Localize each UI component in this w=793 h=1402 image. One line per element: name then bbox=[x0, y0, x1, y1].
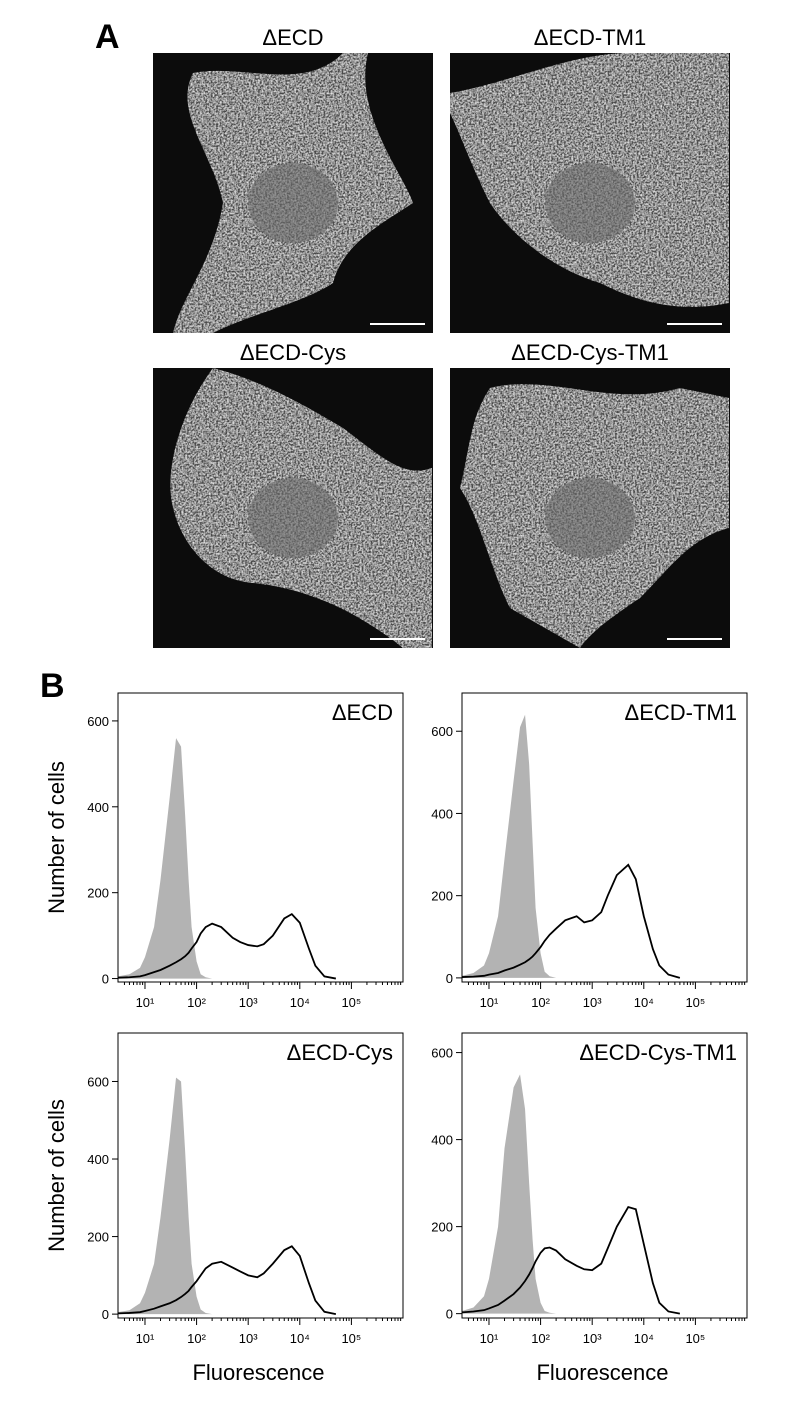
x-tick-label: 10¹ bbox=[136, 995, 155, 1010]
image-title: ΔECD bbox=[262, 25, 323, 50]
x-tick-label: 10² bbox=[187, 995, 206, 1010]
nucleus bbox=[545, 478, 635, 558]
x-tick-label: 10⁵ bbox=[685, 995, 705, 1010]
x-tick-label: 10³ bbox=[583, 1331, 602, 1346]
chart-title: ΔECD-TM1 bbox=[625, 700, 737, 725]
y-tick-label: 0 bbox=[446, 971, 453, 986]
micrograph bbox=[153, 53, 433, 333]
x-tick-label: 10¹ bbox=[480, 995, 499, 1010]
x-tick-label: 10¹ bbox=[136, 1331, 155, 1346]
y-tick-label: 0 bbox=[102, 972, 109, 987]
histogram-line bbox=[461, 863, 681, 979]
plot-frame bbox=[461, 1032, 748, 1319]
x-tick-label: 10⁴ bbox=[290, 995, 310, 1010]
plot-frame bbox=[117, 692, 404, 983]
y-tick-label: 600 bbox=[87, 1074, 109, 1089]
x-tick-label: 10² bbox=[531, 995, 550, 1010]
y-axis-label: Number of cells bbox=[44, 1099, 69, 1252]
x-tick-label: 10² bbox=[531, 1331, 550, 1346]
y-tick-label: 600 bbox=[431, 1046, 453, 1061]
y-tick-label: 200 bbox=[87, 1230, 109, 1245]
y-tick-label: 400 bbox=[431, 806, 453, 821]
image-title: ΔECD-TM1 bbox=[534, 25, 646, 50]
x-tick-label: 10⁴ bbox=[634, 995, 654, 1010]
x-tick-label: 10⁴ bbox=[290, 1331, 310, 1346]
y-tick-label: 600 bbox=[87, 714, 109, 729]
panel-label: A bbox=[95, 18, 120, 56]
histogram-area bbox=[462, 714, 680, 978]
histogram-area bbox=[462, 1074, 680, 1314]
x-tick-label: 10¹ bbox=[480, 1331, 499, 1346]
y-tick-label: 400 bbox=[87, 800, 109, 815]
chart-title: ΔECD bbox=[332, 700, 393, 725]
x-tick-label: 10³ bbox=[583, 995, 602, 1010]
chart-title: ΔECD-Cys bbox=[287, 1040, 393, 1065]
x-axis-label: Fluorescence bbox=[192, 1360, 324, 1385]
y-tick-label: 200 bbox=[431, 1220, 453, 1235]
chart-title: ΔECD-Cys-TM1 bbox=[579, 1040, 737, 1065]
y-tick-label: 200 bbox=[431, 889, 453, 904]
histogram-line bbox=[117, 913, 337, 980]
y-tick-label: 400 bbox=[87, 1152, 109, 1167]
image-title: ΔECD-Cys-TM1 bbox=[511, 340, 669, 365]
micrograph bbox=[153, 368, 433, 648]
micrograph bbox=[450, 53, 730, 333]
x-tick-label: 10⁵ bbox=[341, 1331, 361, 1346]
x-tick-label: 10⁴ bbox=[634, 1331, 654, 1346]
histogram-line bbox=[461, 1205, 681, 1315]
x-tick-label: 10³ bbox=[239, 1331, 258, 1346]
histogram-line bbox=[117, 1245, 337, 1316]
image-title: ΔECD-Cys bbox=[240, 340, 346, 365]
panel-label: B bbox=[40, 667, 65, 705]
x-tick-label: 10³ bbox=[239, 995, 258, 1010]
plot-frame bbox=[117, 1032, 404, 1319]
histogram-area bbox=[118, 738, 336, 979]
y-tick-label: 0 bbox=[102, 1307, 109, 1322]
x-axis-label: Fluorescence bbox=[536, 1360, 668, 1385]
plot-frame bbox=[461, 692, 748, 983]
y-axis-label: Number of cells bbox=[44, 761, 69, 914]
x-tick-label: 10⁵ bbox=[685, 1331, 705, 1346]
x-tick-label: 10² bbox=[187, 1331, 206, 1346]
nucleus bbox=[248, 478, 338, 558]
micrograph bbox=[450, 368, 730, 648]
y-tick-label: 0 bbox=[446, 1307, 453, 1322]
y-tick-label: 200 bbox=[87, 886, 109, 901]
x-tick-label: 10⁵ bbox=[341, 995, 361, 1010]
histogram-area bbox=[118, 1077, 336, 1315]
y-tick-label: 600 bbox=[431, 724, 453, 739]
y-tick-label: 400 bbox=[431, 1133, 453, 1148]
nucleus bbox=[545, 163, 635, 243]
nucleus bbox=[248, 163, 338, 243]
